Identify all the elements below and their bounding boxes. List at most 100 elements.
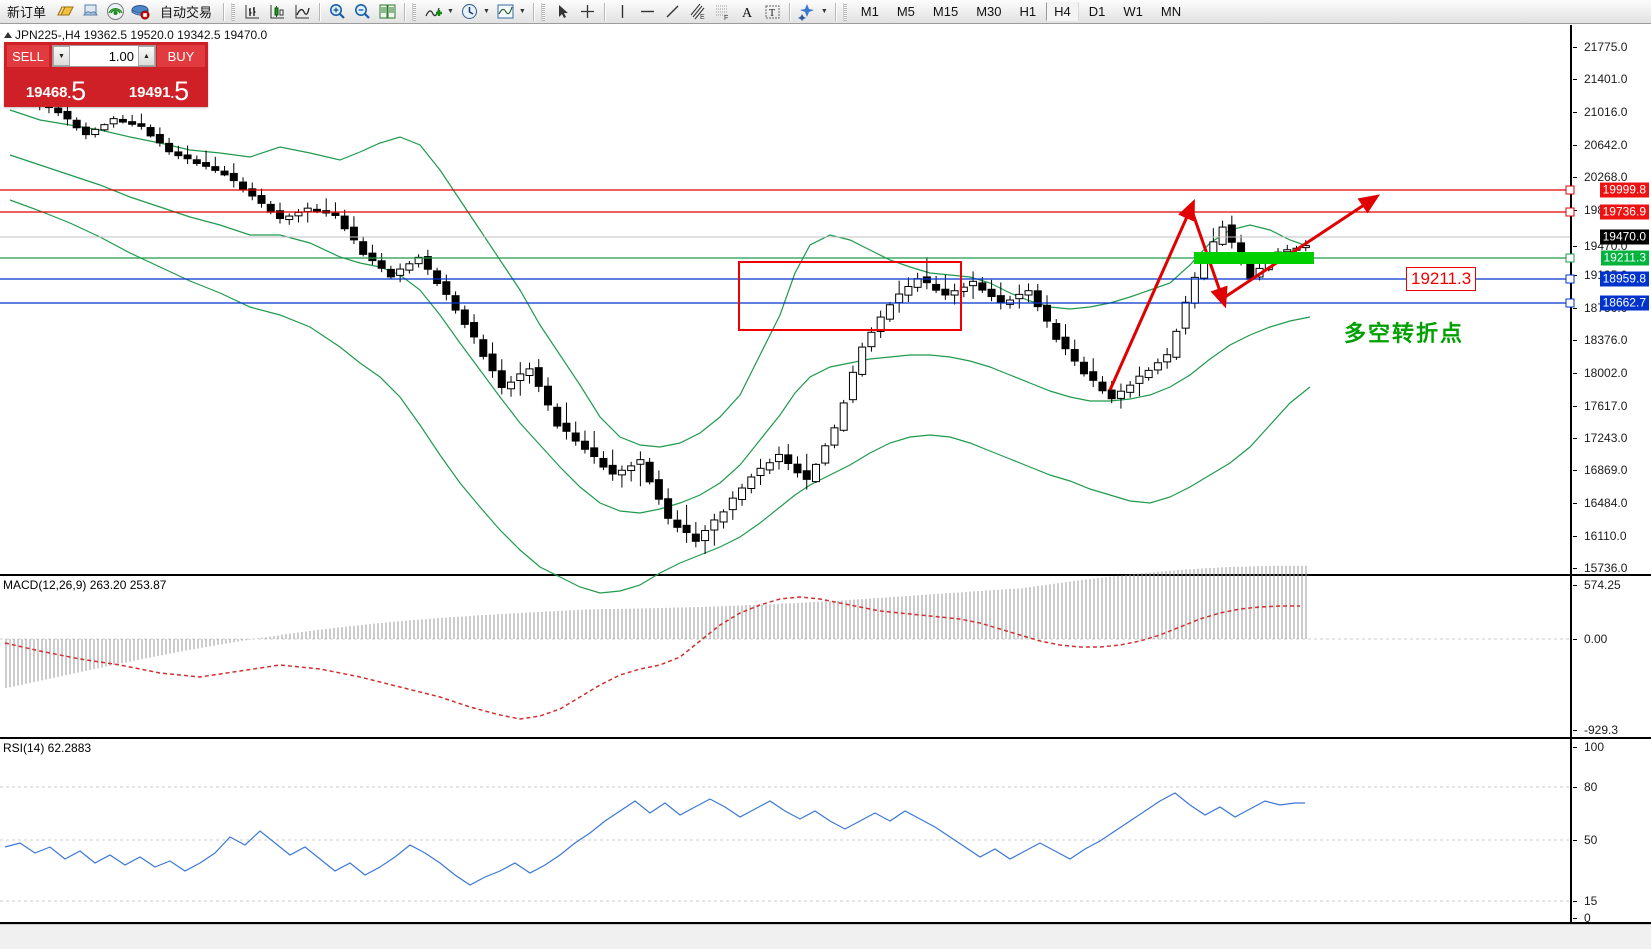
toolbar-grip-4[interactable] — [842, 2, 847, 21]
price-label-support-zone-19211-3[interactable]: 19211.3 — [1600, 250, 1649, 266]
buy-price-integer: 19491 — [128, 84, 171, 101]
folder-icon[interactable] — [53, 1, 78, 23]
candle-body — [405, 263, 414, 271]
candle-body — [72, 119, 81, 129]
one-click-trading-panel[interactable]: SELL ▼ 1.00 ▲ BUY 19468. 5 19491. 5 — [4, 42, 208, 107]
candle-body — [1292, 247, 1301, 251]
lot-decrement-button[interactable]: ▼ — [53, 46, 70, 66]
lot-size-input[interactable]: ▼ 1.00 ▲ — [52, 45, 156, 67]
cloud-icon[interactable] — [78, 1, 103, 23]
candle-body — [165, 142, 174, 153]
timeframe-m1[interactable]: M1 — [860, 4, 879, 19]
pane-separator-macd — [0, 574, 1651, 576]
consolidation-rectangle[interactable] — [738, 261, 962, 331]
sell-price-display[interactable]: 19468. 5 — [6, 69, 106, 105]
price-axis[interactable]: 21775.021401.021016.020642.020268.019883… — [1570, 25, 1651, 925]
price-label-support-18959-8[interactable]: 18959.8 — [1599, 271, 1649, 287]
timeframe-d1[interactable]: D1 — [1088, 4, 1106, 19]
pane-separator-rsi — [0, 737, 1651, 739]
timeframe-m30[interactable]: M30 — [976, 4, 1002, 19]
price-tick-16484-0: 16484.0 — [1573, 496, 1651, 510]
candle-body — [349, 226, 358, 241]
candle-body — [1246, 261, 1255, 280]
toolbar-grip[interactable] — [231, 2, 236, 21]
chart-canvas-area[interactable]: MACD(12,26,9) 263.20 253.87 RSI(14) 62.2… — [0, 25, 1651, 942]
autotrade-icon[interactable] — [128, 1, 153, 23]
text-icon[interactable]: A — [735, 1, 760, 23]
candle-body — [516, 373, 525, 382]
candle-body — [553, 406, 562, 427]
shapes-dropdown-arrow[interactable]: ▼ — [820, 8, 828, 15]
shapes-icon[interactable] — [795, 1, 820, 23]
candle-body — [756, 467, 765, 477]
candle-body — [1089, 371, 1098, 381]
templates-icon[interactable] — [493, 1, 518, 23]
add-indicator-dropdown-arrow[interactable]: ▼ — [447, 8, 454, 15]
candle-body — [91, 128, 100, 136]
period-icon[interactable] — [457, 1, 482, 23]
templates-dropdown-arrow[interactable]: ▼ — [518, 8, 526, 15]
pane-separator-bottom — [0, 922, 1651, 924]
lot-size-value: 1.00 — [108, 48, 134, 64]
fibonacci-icon[interactable]: F — [710, 1, 735, 23]
auto-trading-button[interactable]: 自动交易 — [153, 1, 219, 23]
level-handle-19211[interactable] — [1565, 253, 1575, 263]
candle-body — [239, 181, 248, 190]
candle-body — [451, 295, 460, 311]
price-label-support-18662-7[interactable]: 18662.7 — [1599, 295, 1649, 311]
sell-button[interactable]: SELL — [7, 45, 49, 67]
buy-button[interactable]: BUY — [157, 45, 205, 67]
timeframe-h1[interactable]: H1 — [1019, 4, 1037, 19]
timeframe-m15[interactable]: M15 — [932, 4, 959, 19]
text-label-icon[interactable]: T — [760, 1, 785, 23]
level-handle-19736[interactable] — [1565, 207, 1575, 217]
timeframe-w1[interactable]: W1 — [1123, 4, 1143, 19]
candle-body — [728, 497, 737, 511]
candle-body — [331, 212, 340, 216]
timeframe-mn[interactable]: MN — [1160, 4, 1182, 19]
candle-body — [285, 215, 294, 221]
trendline-icon[interactable] — [660, 1, 685, 23]
price-label-resistance-19999-8[interactable]: 19999.8 — [1599, 182, 1649, 198]
signal-icon[interactable] — [103, 1, 128, 23]
new-order-button[interactable]: 新订单 — [0, 1, 53, 23]
level-handle-19999[interactable] — [1565, 185, 1575, 195]
collapse-triangle-icon[interactable] — [4, 32, 12, 38]
equidistant-channel-icon[interactable]: E — [685, 1, 710, 23]
projection-up-arrow — [1221, 194, 1381, 301]
candle-body — [747, 476, 756, 489]
add-indicator-icon[interactable] — [421, 1, 446, 23]
price-label-last-price-19470-0[interactable]: 19470.0 — [1599, 229, 1649, 245]
line-chart-icon[interactable] — [290, 1, 315, 23]
level-handle-18959[interactable] — [1565, 274, 1575, 284]
vertical-line-icon[interactable] — [610, 1, 635, 23]
symbol-quote-text: JPN225-,H4 19362.5 19520.0 19342.5 19470… — [15, 28, 268, 42]
crosshair-icon[interactable] — [575, 1, 600, 23]
candle-body — [562, 422, 571, 432]
candle-body — [109, 118, 118, 125]
cursor-icon[interactable] — [550, 1, 575, 23]
tile-windows-icon[interactable] — [375, 1, 400, 23]
horizontal-line-icon[interactable] — [635, 1, 660, 23]
candle-body — [118, 118, 127, 123]
period-dropdown-arrow[interactable]: ▼ — [482, 8, 490, 15]
bar-chart-icon[interactable] — [240, 1, 265, 23]
price-label-resistance-19736-9[interactable]: 19736.9 — [1599, 204, 1649, 220]
candle-body — [294, 211, 303, 217]
buy-price-display[interactable]: 19491. 5 — [108, 69, 208, 105]
svg-text:E: E — [700, 14, 705, 21]
lot-increment-button[interactable]: ▲ — [138, 46, 155, 66]
zoom-in-icon[interactable] — [325, 1, 350, 23]
buy-price-dot: . — [170, 86, 175, 101]
support-zone-highlight[interactable] — [1194, 252, 1314, 264]
timeframe-m5[interactable]: M5 — [896, 4, 915, 19]
candle-body — [460, 309, 469, 325]
zoom-out-icon[interactable] — [350, 1, 375, 23]
level-handle-18662[interactable] — [1565, 298, 1575, 308]
candle-body — [488, 353, 497, 372]
toolbar-grip-3[interactable] — [540, 2, 545, 21]
candlestick-chart-icon[interactable] — [265, 1, 290, 23]
candle-body — [396, 268, 405, 276]
timeframe-h4[interactable]: H4 — [1046, 2, 1079, 21]
toolbar-grip-2[interactable] — [412, 2, 417, 21]
